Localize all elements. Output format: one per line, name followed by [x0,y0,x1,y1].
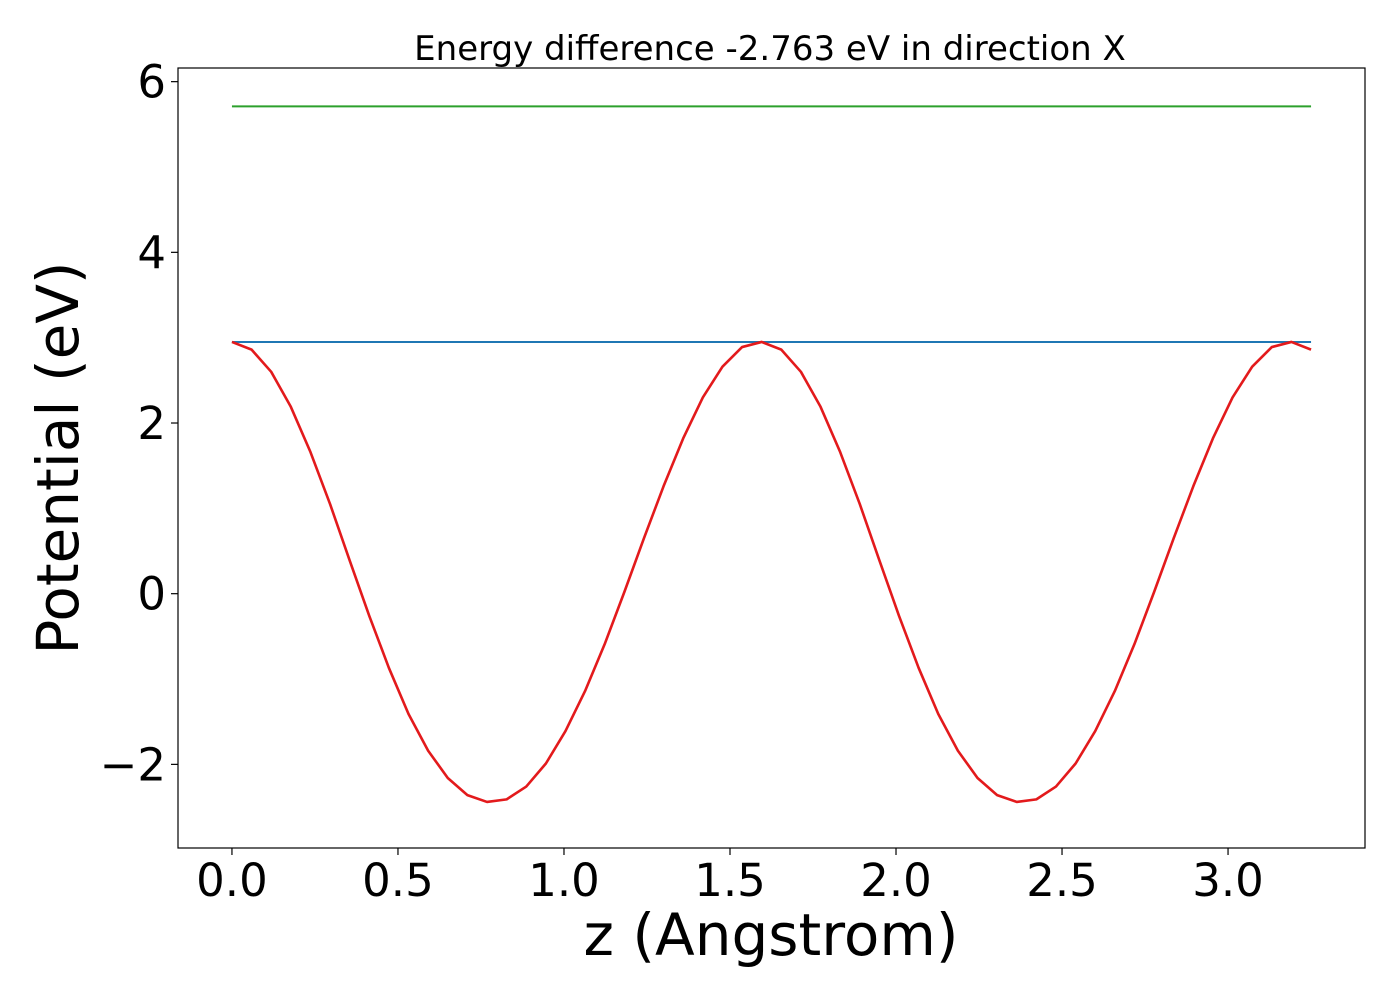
y-tick-label: 0 [137,568,166,621]
y-tick-label: 6 [137,56,166,109]
x-tick-label: 2.0 [860,854,932,907]
series-line-3 [231,340,1312,804]
x-tick-label: 0.5 [362,854,434,907]
x-tick-label: 1.5 [694,854,766,907]
y-ticks: −2 0 2 4 6 [100,56,178,791]
plot-frame [177,67,1366,849]
x-axis-label: z (Angstrom) [584,901,959,969]
chart-title: Energy difference -2.763 eV in direction… [414,29,1126,69]
x-tick-label: 3.0 [1192,854,1264,907]
y-tick-label: −2 [100,738,166,791]
x-ticks: 0.0 0.5 1.0 1.5 2.0 2.5 3.0 [196,848,1264,907]
x-tick-label: 1.0 [528,854,600,907]
x-tick-label: 0.0 [196,854,268,907]
series-layer [231,105,1312,804]
y-axis-label: Potential (eV) [24,261,92,654]
y-tick-label: 2 [137,397,166,450]
x-tick-label: 2.5 [1026,854,1098,907]
y-tick-label: 4 [137,226,166,279]
